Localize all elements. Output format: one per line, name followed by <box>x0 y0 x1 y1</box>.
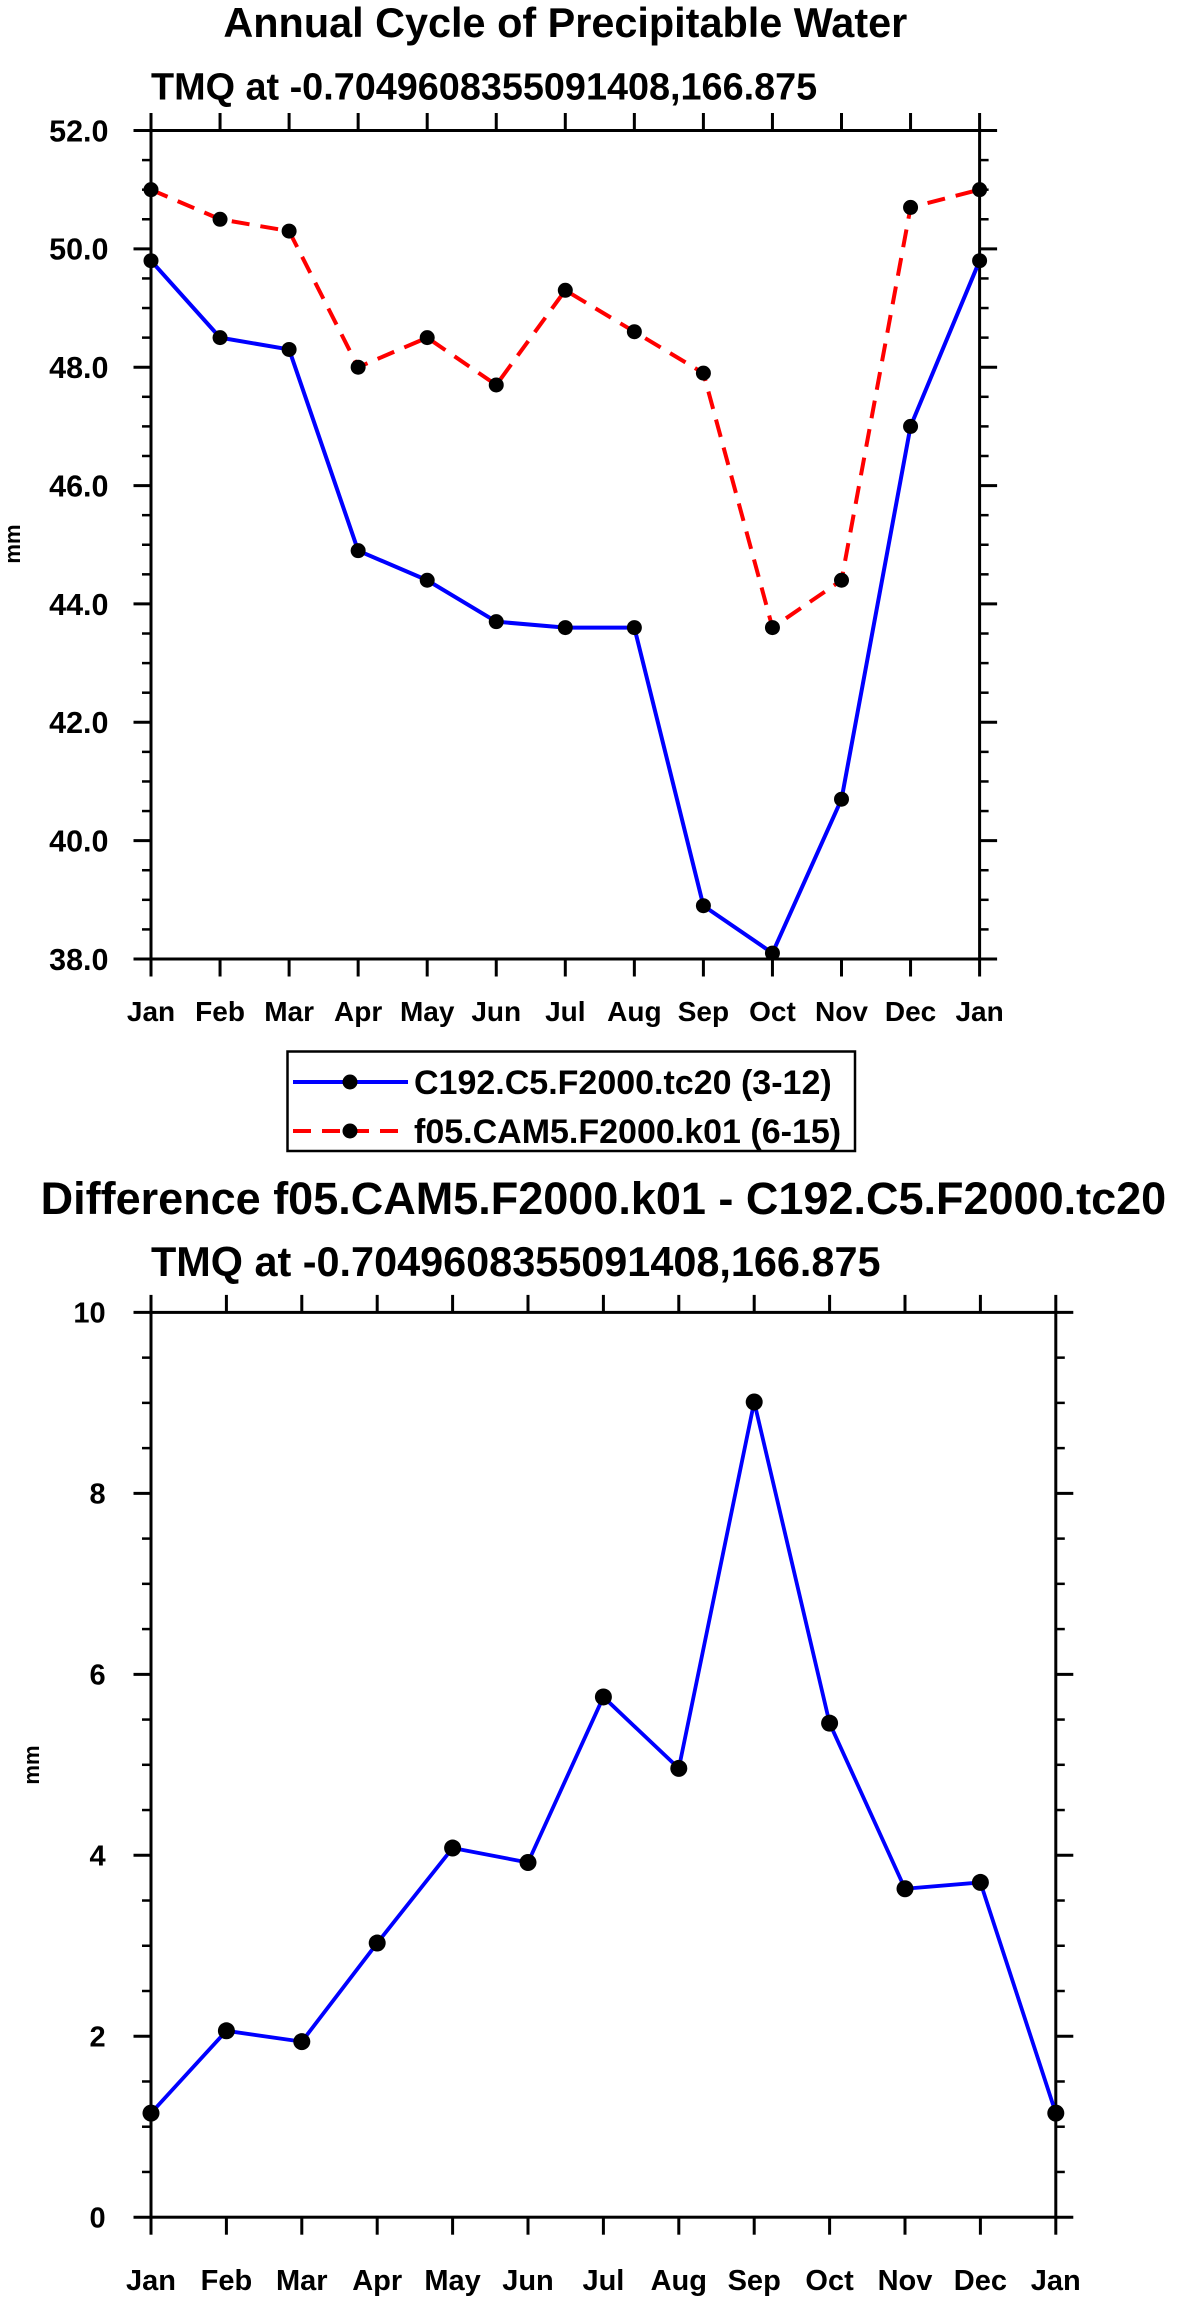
series-1-point-jan-12 <box>972 182 988 198</box>
y-tick-label: 46.0 <box>49 469 108 503</box>
y-tick-label: 10 <box>73 1298 105 1330</box>
series-0-point-mar-2 <box>281 341 297 357</box>
chart-title: Annual Cycle of Precipitable Water <box>223 0 907 46</box>
x-tick-label: Jan <box>126 2265 176 2297</box>
legend-marker-c192 <box>342 1074 358 1090</box>
y-tick-label: 2 <box>89 2022 105 2054</box>
x-tick-label: Mar <box>264 996 314 1027</box>
difference-chart: Difference f05.CAM5.F2000.k01 - C192.C5.… <box>19 1173 1166 2297</box>
x-tick-label: Mar <box>276 2265 328 2297</box>
x-tick-label: Apr <box>334 996 382 1027</box>
x-tick-label: Oct <box>805 2265 854 2297</box>
x-tick-label: Feb <box>201 2265 253 2297</box>
y-tick-label: 4 <box>89 1841 105 1873</box>
plot-area: 38.0 40.0 42.0 44.0 46.0 48.0 50.0 52.0 Jan Feb Ma… <box>49 113 1004 1027</box>
series-0-point-oct-9 <box>764 945 780 961</box>
series-0-point-dec-11 <box>903 418 919 434</box>
series-0-point-nov-10 <box>896 1880 914 1898</box>
x-tick-label: Apr <box>352 2265 402 2297</box>
series-0-point-jan-0 <box>143 253 159 269</box>
series-0-point-apr-3 <box>350 543 366 559</box>
chart-title: Difference f05.CAM5.F2000.k01 - C192.C5.… <box>41 1173 1167 1224</box>
y-tick-label: 6 <box>89 1660 105 1692</box>
series-0-point-may-4 <box>419 572 435 588</box>
series-0-point-sep-8 <box>695 898 711 914</box>
series-0-point-jan-0 <box>142 2104 160 2122</box>
x-tick-label: Nov <box>815 996 868 1027</box>
x-tick-label: Jun <box>471 996 521 1027</box>
y-tick-label: 40.0 <box>49 824 108 858</box>
x-tick-label: Sep <box>678 996 729 1027</box>
series-0-point-jan-12 <box>972 253 988 269</box>
series-1-point-jul-6 <box>557 282 573 298</box>
legend-marker-f05 <box>342 1123 358 1139</box>
y-tick-label: 52.0 <box>49 114 108 148</box>
series-1-point-mar-2 <box>281 223 297 239</box>
plot-area: 0 2 4 6 8 10 Jan Feb Mar Apr May Jun Jul Aug Sep Oct Nov… <box>73 1294 1081 2297</box>
y-tick-label: 8 <box>89 1479 105 1511</box>
x-tick-label: Jan <box>127 996 175 1027</box>
x-tick-label: Oct <box>749 996 796 1027</box>
series-0-point-nov-10 <box>834 791 849 807</box>
series-0-point-mar-2 <box>293 2033 311 2051</box>
series-1-point-nov-10 <box>834 572 849 588</box>
series-1-point-aug-7 <box>626 324 642 340</box>
series-1-point-feb-1 <box>212 211 228 227</box>
x-tick-label: Feb <box>195 996 245 1027</box>
y-tick-label: 50.0 <box>49 233 108 267</box>
series-0-point-feb-1 <box>212 330 228 346</box>
y-tick-label: 0 <box>89 2202 105 2234</box>
y-tick-label: 48.0 <box>49 351 108 385</box>
series-0-point-feb-1 <box>217 2022 235 2040</box>
series-1-point-jun-5 <box>488 377 504 393</box>
y-axis-label: mm <box>19 1745 44 1784</box>
series-1-point-apr-3 <box>350 359 366 375</box>
series-0-point-jun-5 <box>519 1854 537 1872</box>
x-tick-label: Dec <box>885 996 936 1027</box>
annual-cycle-chart: Annual Cycle of Precipitable Water TMQ a… <box>0 0 1004 1153</box>
series-0-point-dec-11 <box>971 1873 989 1891</box>
series-1-point-oct-9 <box>764 620 780 636</box>
series-0-point-oct-9 <box>821 1714 839 1732</box>
series-0-point-aug-7 <box>670 1759 688 1777</box>
series-0-point-jun-5 <box>488 614 504 630</box>
series-0-point-jul-6 <box>594 1688 612 1706</box>
series-1-point-may-4 <box>419 330 435 346</box>
legend-label-f05: f05.CAM5.F2000.k01 (6-15) <box>414 1113 841 1151</box>
series-1-point-dec-11 <box>903 199 919 215</box>
y-tick-label: 38.0 <box>49 943 108 977</box>
series-0-point-may-4 <box>444 1839 462 1857</box>
series-0-point-jan-12 <box>1047 2104 1065 2122</box>
x-tick-label: Jan <box>955 996 1003 1027</box>
legend-label-c192: C192.C5.F2000.tc20 (3-12) <box>414 1064 832 1102</box>
chart-subtitle: TMQ at -0.7049608355091408,166.875 <box>151 67 817 109</box>
x-tick-label: May <box>400 996 455 1027</box>
legend: C192.C5.F2000.tc20 (3-12) f05.CAM5.F2000… <box>286 1050 857 1153</box>
x-tick-label: Dec <box>954 2265 1007 2297</box>
legend-box <box>286 1050 857 1153</box>
x-tick-label: Jul <box>582 2265 624 2297</box>
y-tick-label: 44.0 <box>49 588 108 622</box>
y-axis-label: mm <box>0 524 25 563</box>
x-tick-label: Sep <box>728 2265 781 2297</box>
x-tick-label: Jul <box>545 996 585 1027</box>
x-tick-label: Jun <box>502 2265 554 2297</box>
x-tick-label: Aug <box>651 2265 707 2297</box>
x-tick-label: Jan <box>1031 2265 1081 2297</box>
series-1-point-jan-0 <box>143 182 159 198</box>
series-0-point-sep-8 <box>745 1393 763 1411</box>
series-0-point-aug-7 <box>626 620 642 636</box>
series-0-point-apr-3 <box>368 1934 386 1952</box>
series-0-point-jul-6 <box>557 620 573 636</box>
x-tick-label: Nov <box>878 2265 933 2297</box>
x-tick-label: May <box>424 2265 480 2297</box>
x-tick-label: Aug <box>607 996 661 1027</box>
chart-subtitle: TMQ at -0.7049608355091408,166.875 <box>151 1239 881 1285</box>
y-tick-label: 42.0 <box>49 706 108 740</box>
series-1-point-sep-8 <box>695 365 711 381</box>
